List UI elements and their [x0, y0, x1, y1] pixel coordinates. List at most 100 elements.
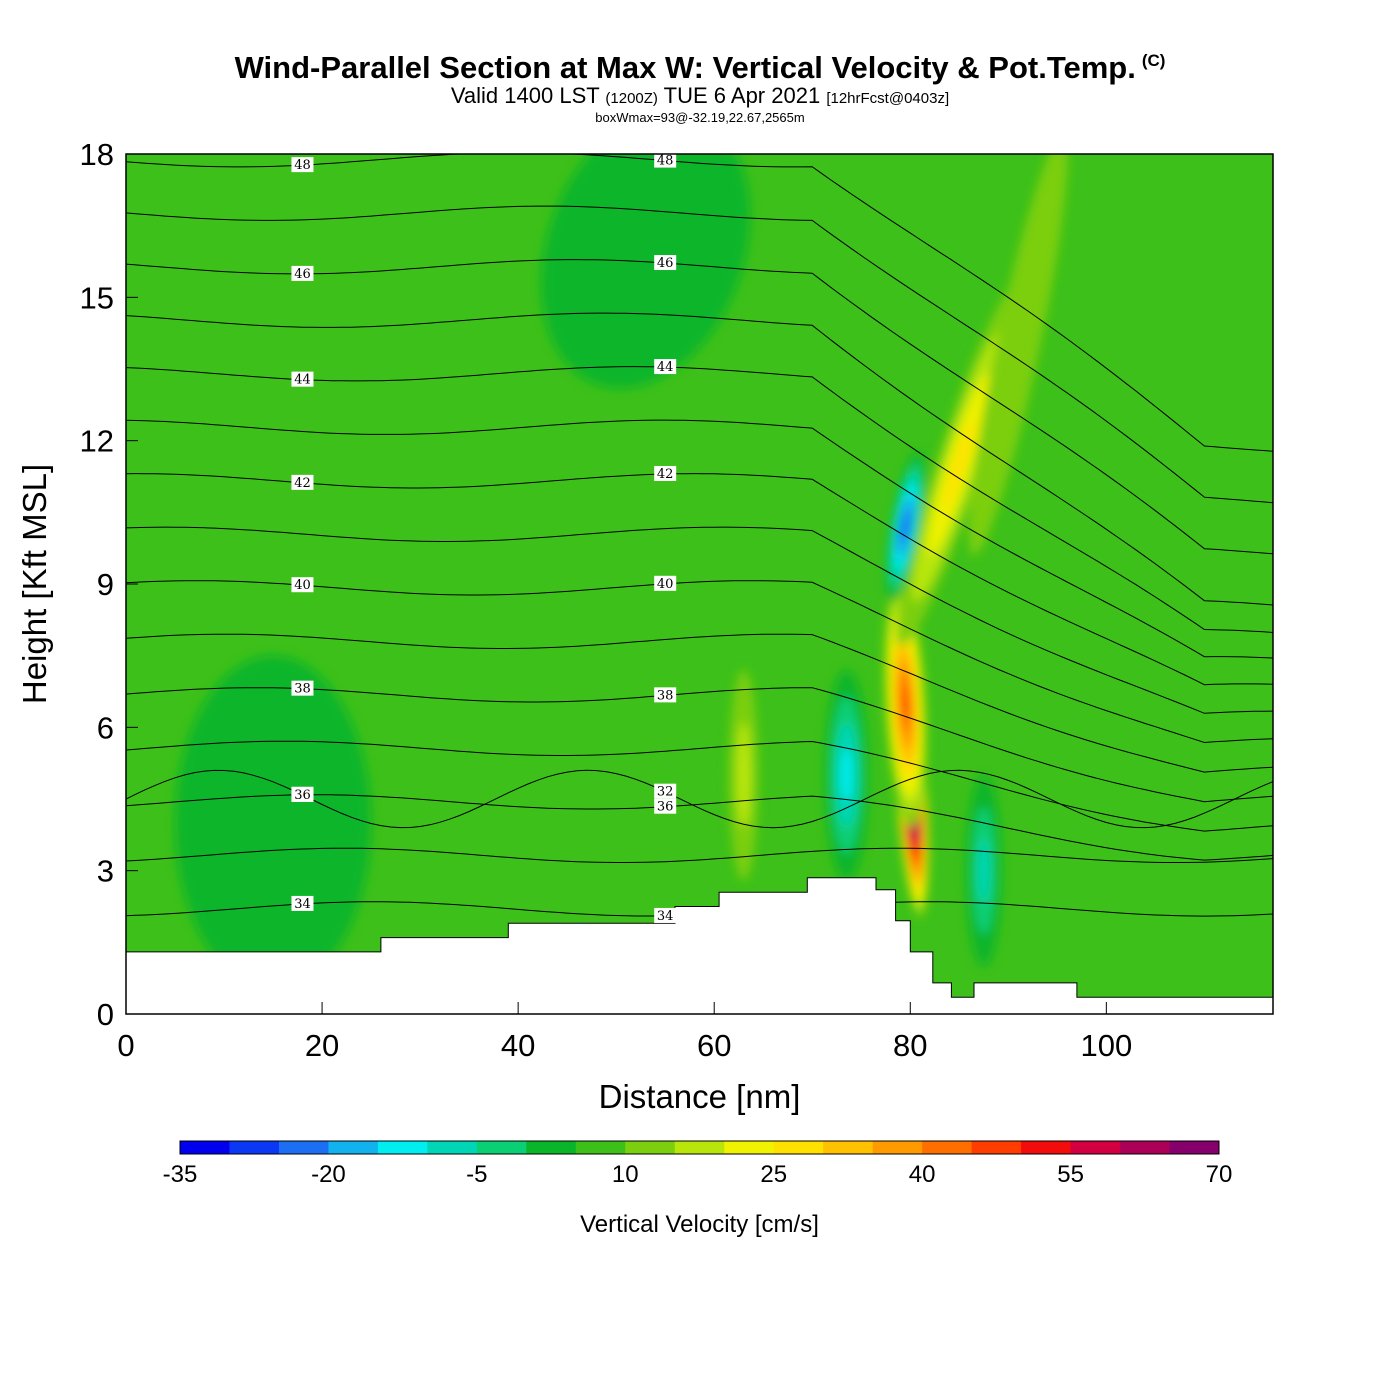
x-tick-label: 100 [1080, 1028, 1132, 1063]
theta-contour-32 [126, 769, 1273, 829]
theta-contour-36 [126, 794, 1273, 861]
velocity-blob [902, 687, 909, 719]
theta-label-text: 38 [657, 688, 674, 703]
theta-contour-label: 36 [291, 786, 314, 803]
colorbar-swatch [278, 1141, 329, 1154]
colorbar-swatch [922, 1141, 973, 1154]
theta-contour-label: 38 [654, 687, 677, 703]
y-tick-label: 12 [80, 424, 114, 459]
theta-label-text: 40 [294, 578, 311, 593]
theta-contour-label: 34 [654, 907, 677, 924]
y-tick-label: 6 [97, 710, 114, 745]
velocity-blob [968, 154, 1068, 556]
theta-contour-label: 48 [654, 154, 677, 169]
colorbar-swatch [823, 1141, 874, 1154]
theta-contours [126, 154, 1273, 917]
theta-label-text: 34 [657, 909, 674, 924]
theta-contour-label: 44 [654, 359, 677, 375]
y-axis-title: Height [Kft MSL] [16, 464, 53, 704]
colorbar-swatch [1169, 1141, 1220, 1154]
chart-title-text: Wind-Parallel Section at Max W: Vertical… [234, 50, 1136, 85]
theta-contour-label: 42 [654, 465, 677, 482]
velocity-blob [902, 515, 909, 538]
x-tick-label: 0 [117, 1028, 134, 1063]
colorbar-swatch [229, 1141, 280, 1154]
velocity-blob [541, 154, 750, 389]
velocity-blob [175, 655, 372, 991]
colorbar-tick-label: 25 [760, 1161, 787, 1188]
colorbar-swatch [872, 1141, 923, 1154]
velocity-field [175, 154, 1068, 991]
valid-prefix: Valid 1400 LST [450, 83, 600, 108]
theta-contour-37 [126, 740, 1273, 832]
theta-label-text: 48 [294, 158, 311, 173]
velocity-blob [841, 748, 852, 802]
theta-contour-label: 38 [291, 680, 314, 697]
x-tick-label: 40 [501, 1028, 535, 1063]
theta-label-text: 42 [657, 467, 674, 482]
colorbar-swatch [1021, 1141, 1072, 1154]
theta-contour-48 [126, 154, 1273, 452]
colorbar-tick-label: -20 [311, 1161, 346, 1188]
forecast-info: [12hrFcst@0403z] [826, 90, 950, 107]
x-tick-label: 60 [697, 1028, 731, 1063]
copyright-mark: (C) [1141, 51, 1166, 70]
colorbar-swatch [773, 1141, 824, 1154]
colorbar-tick-label: 10 [612, 1161, 639, 1188]
theta-contour-42 [126, 473, 1273, 686]
x-axis-title: Distance [nm] [599, 1078, 801, 1115]
theta-contour-39 [126, 633, 1273, 773]
colorbar-swatch [427, 1141, 478, 1154]
velocity-blob [736, 722, 751, 828]
theta-label-text: 48 [657, 154, 674, 169]
theta-label-text: 46 [657, 256, 674, 271]
y-tick-label: 9 [97, 567, 114, 602]
velocity-blob [977, 838, 990, 903]
colorbar-swatch [377, 1141, 428, 1154]
colorbar-frame [179, 1140, 1220, 1155]
colorbar-tick-label: 70 [1206, 1161, 1233, 1188]
colorbar-swatch [971, 1141, 1022, 1154]
theta-contour-label: 44 [291, 371, 314, 388]
colorbar-tick-label: 55 [1057, 1161, 1084, 1188]
theta-contour-label: 32 [654, 783, 677, 800]
theta-label-text: 40 [657, 577, 674, 592]
colorbar-swatch [476, 1141, 527, 1154]
theta-contour-label: 46 [654, 255, 677, 271]
theta-contour-label: 40 [291, 577, 314, 593]
x-tick-label: 20 [305, 1028, 339, 1063]
theta-contour-43 [126, 419, 1273, 659]
theta-contour-label: 42 [291, 474, 314, 491]
theta-label-text: 44 [657, 360, 674, 375]
box-wmax-note: boxWmax=93@-32.19,22.67,2565m [595, 110, 805, 125]
y-tick-label: 18 [80, 137, 114, 172]
theta-contour-labels: 323234343636383840404242444446464848 [291, 154, 677, 924]
colorbar-title: Vertical Velocity [cm/s] [580, 1211, 819, 1238]
theta-label-text: 32 [657, 785, 674, 800]
y-tick-label: 3 [97, 854, 114, 889]
colorbar-tick-label: 40 [909, 1161, 936, 1188]
theta-contour-label: 48 [291, 157, 314, 173]
colorbar-swatch [575, 1141, 626, 1154]
theta-contour-38 [126, 687, 1273, 803]
theta-label-text: 34 [294, 897, 311, 912]
theta-contour-label: 36 [654, 798, 677, 815]
colorbar-swatch [625, 1141, 676, 1154]
terrain [126, 877, 1273, 1014]
theta-contour-46 [126, 259, 1273, 555]
theta-contour-label: 46 [291, 265, 314, 282]
colorbar-swatch [328, 1141, 379, 1154]
theta-contour-35 [126, 847, 1273, 863]
theta-label-text: 38 [294, 682, 311, 697]
colorbar-tick-label: -35 [163, 1161, 198, 1188]
theta-contour-47 [126, 205, 1273, 504]
theta-label-text: 44 [294, 373, 311, 388]
theta-contour-41 [126, 526, 1273, 714]
theta-label-text: 36 [657, 800, 674, 815]
valid-utc: (1200Z) [605, 90, 658, 107]
colorbar-swatch [1120, 1141, 1171, 1154]
theta-contour-40 [126, 580, 1273, 744]
valid-time-line: Valid 1400 LST (1200Z) TUE 6 Apr 2021 [1… [0, 83, 1400, 109]
theta-label-text: 42 [294, 476, 311, 491]
